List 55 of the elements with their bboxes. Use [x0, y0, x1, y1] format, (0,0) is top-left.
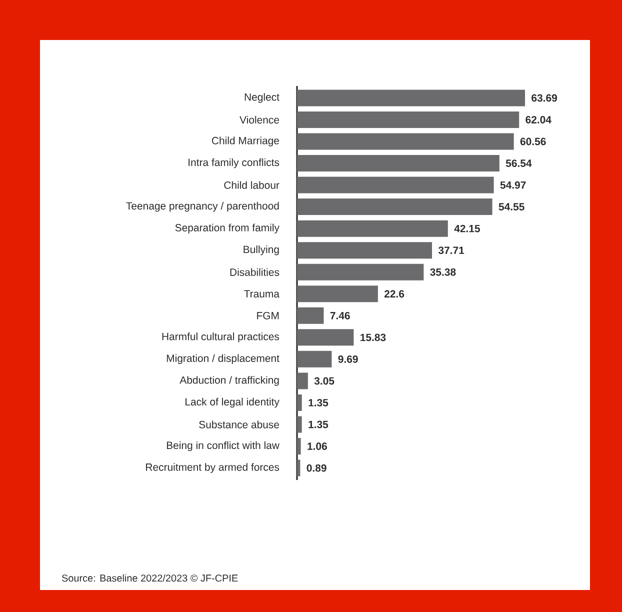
- bar: [297, 133, 514, 150]
- data-label: 54.97: [500, 181, 526, 189]
- bar: [297, 264, 424, 280]
- data-label: 42.15: [454, 224, 480, 232]
- data-label: 62.04: [526, 116, 552, 124]
- data-label: 35.38: [430, 268, 456, 276]
- bar: [297, 460, 300, 476]
- y-tick-label: Harmful cultural practices: [162, 332, 280, 342]
- data-label: 1.06: [308, 442, 327, 450]
- bar: [297, 176, 494, 194]
- y-tick-label: FGM: [257, 312, 279, 320]
- data-label: 22.6: [384, 290, 404, 298]
- bar: [297, 242, 432, 259]
- bar: [297, 307, 324, 324]
- data-label: 37.71: [438, 246, 464, 254]
- data-label: 15.83: [360, 334, 386, 342]
- data-label: 0.89: [306, 464, 326, 472]
- y-tick-label: Child labour: [224, 181, 280, 189]
- y-tick-label: Being in conflict with law: [166, 441, 280, 452]
- bar: [297, 329, 354, 346]
- bar: [297, 286, 378, 302]
- y-tick-label: Teenage pregnancy / parenthood: [126, 202, 279, 212]
- y-tick-label: Lack of legal identity: [186, 398, 280, 408]
- bar: [297, 438, 301, 454]
- y-tick-label: Migration / displacement: [166, 354, 280, 364]
- y-tick-label: Separation from family: [175, 224, 280, 234]
- bar: [297, 220, 448, 237]
- y-tick-label: Child Marriage: [212, 136, 279, 146]
- y-tick-label: Recruitment by armed forces: [146, 463, 280, 473]
- y-tick-label: Trauma: [244, 290, 280, 298]
- data-label: 63.69: [532, 94, 557, 102]
- data-label: 9.69: [338, 355, 358, 363]
- bar: [297, 394, 302, 411]
- y-tick-label: Intra family conflicts: [188, 158, 280, 168]
- source-note: Source: Baseline 2022/2023 © JF-CPIE: [62, 574, 238, 582]
- y-tick-label: Violence: [240, 116, 280, 124]
- bar: [297, 416, 302, 433]
- data-label: 3.05: [314, 377, 334, 385]
- data-label: 60.56: [520, 138, 546, 146]
- bar: [297, 372, 308, 390]
- bar: [297, 155, 500, 172]
- data-label: 54.55: [498, 203, 524, 210]
- bar: [297, 111, 520, 128]
- y-tick-label: Neglect: [244, 93, 280, 103]
- data-label: 7.46: [330, 312, 350, 320]
- data-label: 1.35: [308, 399, 328, 406]
- y-tick-label: Disabilities: [230, 268, 280, 276]
- y-tick-label: Bullying: [244, 245, 279, 256]
- bar: [297, 198, 492, 216]
- bar: [297, 350, 332, 368]
- bar: [297, 90, 526, 106]
- y-tick-label: Abduction / trafficking: [180, 376, 279, 386]
- data-label: 1.35: [308, 420, 328, 428]
- y-tick-label: Substance abuse: [199, 420, 279, 428]
- data-label: 56.54: [506, 160, 532, 167]
